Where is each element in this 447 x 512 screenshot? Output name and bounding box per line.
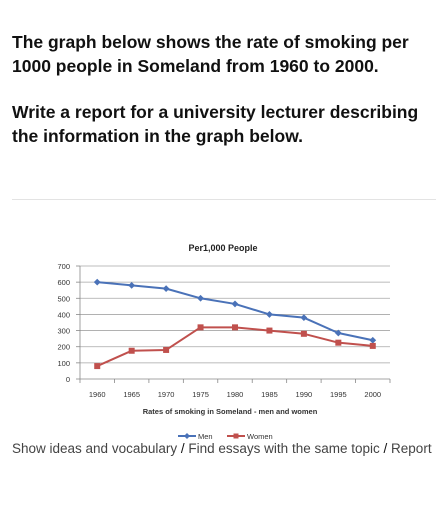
y-tick-label: 100 — [57, 359, 70, 368]
y-tick-label: 400 — [57, 310, 70, 319]
women-data-point — [232, 324, 238, 331]
x-tick-label: 1960 — [89, 390, 106, 399]
women-legend-label: Women — [247, 432, 273, 441]
men-legend-marker — [184, 433, 190, 439]
women-legend-marker — [233, 433, 239, 439]
x-tick-label: 2000 — [364, 390, 381, 399]
x-tick-label: 1965 — [123, 390, 140, 399]
x-axis-label: Rates of smoking in Someland - men and w… — [143, 407, 318, 416]
find-essays-link[interactable]: Find essays with the same topic — [188, 441, 380, 456]
men-data-point — [128, 281, 136, 289]
x-tick-label: 1990 — [296, 390, 313, 399]
women-data-point — [94, 363, 101, 370]
women-data-point — [335, 339, 342, 346]
women-data-point — [163, 346, 170, 353]
women-data-point — [266, 327, 273, 334]
x-tick-label: 1970 — [158, 390, 175, 399]
women-data-point — [128, 347, 135, 354]
y-tick-label: 600 — [57, 278, 70, 287]
x-tick-label: 1980 — [227, 390, 244, 399]
x-tick-label: 1995 — [330, 390, 347, 399]
men-series-line — [97, 281, 373, 342]
women-data-point — [300, 330, 307, 337]
women-data-point — [369, 342, 376, 349]
women-data-point — [197, 324, 204, 331]
link-separator: / — [180, 441, 185, 456]
smoking-rate-line-chart: Per1,000 People 0 100 200 300 400 500 600 700 196… — [57, 243, 391, 441]
men-data-point — [93, 278, 101, 286]
x-tick-label: 1985 — [261, 390, 278, 399]
chart-title: Per1,000 People — [188, 243, 257, 253]
y-tick-label: 500 — [57, 294, 70, 303]
men-data-point — [300, 314, 308, 322]
report-link[interactable]: Report — [391, 441, 432, 456]
y-tick-label: 700 — [57, 262, 70, 271]
men-data-point — [231, 300, 239, 308]
men-data-point — [369, 336, 377, 344]
y-tick-label: 300 — [57, 327, 70, 336]
men-data-point — [266, 311, 273, 318]
link-separator: / — [383, 441, 388, 456]
men-data-point — [197, 294, 204, 302]
men-data-point — [162, 285, 170, 292]
prompt-description: The graph below shows the rate of smokin… — [12, 32, 409, 76]
men-legend-label: Men — [198, 432, 213, 441]
y-tick-label: 200 — [57, 343, 70, 352]
essay-links: Show ideas and vocabulary / Find essays … — [12, 440, 440, 458]
x-tick-label: 1975 — [192, 390, 209, 399]
divider — [12, 199, 436, 200]
prompt-instruction: Write a report for a university lecturer… — [12, 102, 419, 146]
show-ideas-link[interactable]: Show ideas and vocabulary — [12, 441, 178, 456]
task-prompt: The graph below shows the rate of smokin… — [12, 30, 440, 148]
y-tick-label: 0 — [66, 375, 70, 384]
